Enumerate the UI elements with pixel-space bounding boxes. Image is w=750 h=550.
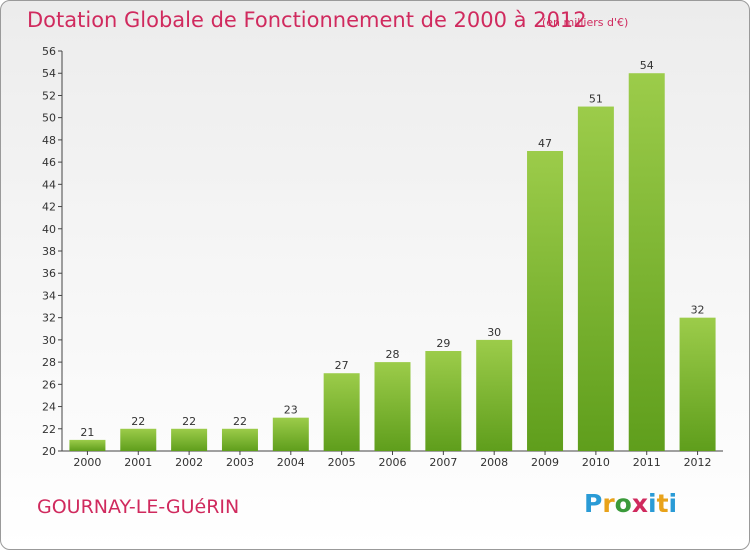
x-tick-label: 2007 <box>429 456 457 469</box>
y-tick-label: 56 <box>42 45 56 58</box>
bar <box>577 106 614 452</box>
bar <box>221 428 258 451</box>
bar <box>69 439 106 451</box>
bar <box>476 339 513 451</box>
data-label: 21 <box>80 426 94 439</box>
logo-letter: t <box>656 489 669 518</box>
y-tick-label: 20 <box>42 445 56 458</box>
x-tick-label: 2004 <box>277 456 305 469</box>
y-tick-label: 26 <box>42 378 56 391</box>
x-tick-label: 2002 <box>175 456 203 469</box>
logo-letter: x <box>631 489 648 518</box>
chart-subtitle: (en milliers d'€) <box>542 16 629 29</box>
x-tick-label: 2010 <box>582 456 610 469</box>
logo-letter: o <box>614 489 632 518</box>
data-label: 22 <box>233 415 247 428</box>
chart-title: Dotation Globale de Fonctionnement de 20… <box>27 8 587 32</box>
y-tick-label: 42 <box>42 201 56 214</box>
data-label: 29 <box>436 337 450 350</box>
bar <box>323 373 360 451</box>
data-label: 23 <box>284 404 298 417</box>
x-tick-label: 2000 <box>73 456 101 469</box>
data-label: 30 <box>487 326 501 339</box>
data-label: 27 <box>335 359 349 372</box>
bar <box>272 417 309 451</box>
x-tick-label: 2005 <box>328 456 356 469</box>
x-tick-label: 2008 <box>480 456 508 469</box>
bar <box>171 428 208 451</box>
data-label: 22 <box>131 415 145 428</box>
y-tick-label: 44 <box>42 178 56 191</box>
bar <box>679 317 716 451</box>
bar <box>425 351 462 451</box>
x-tick-label: 2011 <box>633 456 661 469</box>
data-label: 22 <box>182 415 196 428</box>
y-tick-label: 48 <box>42 134 56 147</box>
logo-letter: i <box>668 489 678 518</box>
data-label: 51 <box>589 93 603 106</box>
logo-letter: P <box>584 489 603 518</box>
y-tick-label: 32 <box>42 312 56 325</box>
logo-letter: i <box>648 489 657 518</box>
y-tick-label: 38 <box>42 245 56 258</box>
data-label: 47 <box>538 137 552 150</box>
x-tick-label: 2001 <box>124 456 152 469</box>
y-tick-label: 34 <box>42 289 56 302</box>
y-tick-label: 52 <box>42 89 56 102</box>
y-tick-label: 28 <box>42 356 56 369</box>
x-tick-label: 2006 <box>379 456 407 469</box>
x-tick-label: 2009 <box>531 456 559 469</box>
y-tick-label: 30 <box>42 334 56 347</box>
y-tick-label: 22 <box>42 423 56 436</box>
bar <box>628 73 665 451</box>
commune-name: GOURNAY-LE-GUéRIN <box>37 496 240 518</box>
proxiti-logo: Proxiti <box>584 489 677 518</box>
data-label: 32 <box>691 304 705 317</box>
y-tick-label: 46 <box>42 156 56 169</box>
y-tick-label: 50 <box>42 112 56 125</box>
data-label: 54 <box>640 59 654 72</box>
y-tick-label: 54 <box>42 67 56 80</box>
x-tick-label: 2012 <box>684 456 712 469</box>
bar <box>120 428 157 451</box>
x-tick-label: 2003 <box>226 456 254 469</box>
logo-letter: r <box>602 489 615 518</box>
data-label: 28 <box>386 348 400 361</box>
y-tick-label: 24 <box>42 401 56 414</box>
y-tick-label: 36 <box>42 267 56 280</box>
y-tick-label: 40 <box>42 223 56 236</box>
bar <box>374 362 411 451</box>
bar <box>527 151 564 451</box>
